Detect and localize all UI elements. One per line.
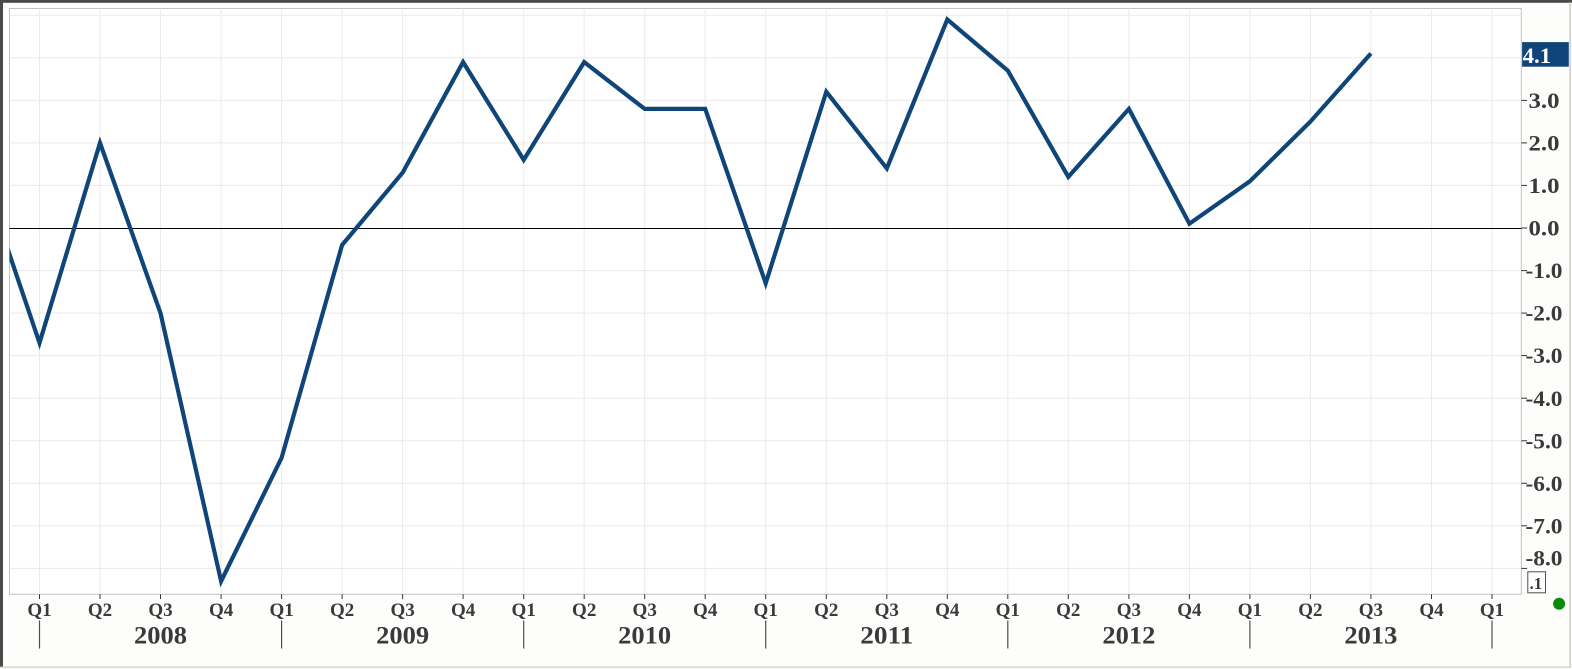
svg-text:Q1: Q1: [512, 600, 536, 621]
svg-text:-3.0: -3.0: [1526, 343, 1563, 368]
svg-text:Q2: Q2: [88, 600, 112, 621]
svg-text:Q3: Q3: [148, 600, 172, 621]
svg-text:-6.0: -6.0: [1526, 471, 1563, 496]
svg-text:Q2: Q2: [330, 600, 354, 621]
svg-text:Q3: Q3: [1117, 600, 1141, 621]
svg-text:Q4: Q4: [693, 600, 718, 621]
svg-text:Q4: Q4: [935, 600, 960, 621]
svg-text:Q2: Q2: [814, 600, 838, 621]
svg-text:-2.0: -2.0: [1526, 301, 1563, 326]
svg-text:Q1: Q1: [269, 600, 293, 621]
svg-text:Q1: Q1: [754, 600, 778, 621]
svg-text:2009: 2009: [376, 622, 429, 649]
svg-text:Q1: Q1: [27, 600, 51, 621]
svg-text:-4.0: -4.0: [1526, 386, 1563, 411]
svg-text:-8.0: -8.0: [1526, 546, 1563, 571]
svg-text:Q1: Q1: [1480, 600, 1504, 621]
svg-text:Q3: Q3: [390, 600, 414, 621]
svg-text:2008: 2008: [134, 622, 187, 649]
svg-text:2010: 2010: [618, 622, 671, 649]
svg-text:0.0: 0.0: [1529, 216, 1560, 241]
svg-text:Q2: Q2: [572, 600, 596, 621]
svg-text:2.0: 2.0: [1529, 131, 1560, 156]
svg-text:Q2: Q2: [1298, 600, 1322, 621]
svg-text:Q3: Q3: [633, 600, 657, 621]
svg-text:Q1: Q1: [1238, 600, 1262, 621]
svg-text:Q3: Q3: [1359, 600, 1383, 621]
svg-text:-7.0: -7.0: [1526, 513, 1563, 538]
svg-text:-5.0: -5.0: [1526, 428, 1563, 453]
svg-text:-1.0: -1.0: [1526, 258, 1563, 283]
svg-text:3.0: 3.0: [1529, 88, 1560, 113]
svg-text:2012: 2012: [1102, 622, 1155, 649]
svg-text:Q1: Q1: [996, 600, 1020, 621]
svg-text:Q4: Q4: [1177, 600, 1202, 621]
svg-text:.1: .1: [1530, 574, 1543, 593]
svg-text:Q4: Q4: [1419, 600, 1444, 621]
svg-text:1.0: 1.0: [1529, 173, 1560, 198]
svg-text:2011: 2011: [860, 622, 913, 649]
svg-text:Q2: Q2: [1056, 600, 1080, 621]
svg-text:Q4: Q4: [209, 600, 234, 621]
svg-text:4.1: 4.1: [1523, 43, 1552, 68]
svg-text:2013: 2013: [1344, 622, 1397, 649]
svg-text:Q4: Q4: [451, 600, 476, 621]
svg-text:Q3: Q3: [875, 600, 899, 621]
